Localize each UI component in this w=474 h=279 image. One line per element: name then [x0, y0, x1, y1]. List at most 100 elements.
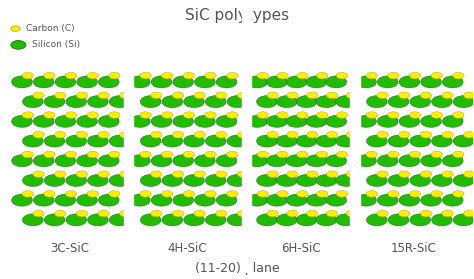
Circle shape — [317, 112, 328, 118]
Circle shape — [326, 76, 346, 88]
Circle shape — [129, 194, 150, 206]
Circle shape — [453, 96, 474, 108]
Circle shape — [76, 131, 88, 138]
Circle shape — [464, 131, 474, 138]
Circle shape — [11, 40, 26, 49]
Circle shape — [173, 210, 184, 217]
Circle shape — [109, 191, 120, 197]
Circle shape — [205, 151, 216, 158]
Circle shape — [12, 155, 32, 167]
Circle shape — [216, 92, 227, 98]
Circle shape — [151, 194, 172, 206]
Circle shape — [399, 115, 420, 127]
Circle shape — [205, 135, 226, 147]
Circle shape — [410, 214, 430, 226]
Circle shape — [119, 131, 131, 138]
Circle shape — [266, 115, 287, 127]
Circle shape — [98, 131, 109, 138]
Circle shape — [256, 96, 277, 108]
Circle shape — [276, 214, 297, 226]
Circle shape — [237, 210, 249, 217]
Circle shape — [140, 96, 161, 108]
Circle shape — [33, 131, 44, 138]
Circle shape — [237, 131, 249, 138]
Circle shape — [277, 191, 288, 197]
Circle shape — [99, 194, 119, 206]
Circle shape — [88, 214, 108, 226]
Circle shape — [421, 115, 441, 127]
Circle shape — [162, 96, 182, 108]
Circle shape — [66, 135, 87, 147]
Circle shape — [420, 171, 431, 177]
Circle shape — [388, 214, 409, 226]
Circle shape — [88, 174, 108, 186]
Circle shape — [44, 214, 65, 226]
Circle shape — [366, 151, 377, 158]
Circle shape — [216, 131, 227, 138]
Circle shape — [327, 92, 337, 98]
Circle shape — [11, 26, 20, 31]
Circle shape — [366, 214, 387, 226]
Circle shape — [205, 191, 216, 197]
Circle shape — [316, 174, 337, 186]
Circle shape — [65, 191, 77, 197]
Circle shape — [453, 72, 464, 79]
Circle shape — [346, 131, 357, 138]
Circle shape — [410, 174, 430, 186]
Circle shape — [356, 115, 376, 127]
Circle shape — [162, 135, 182, 147]
Circle shape — [183, 151, 194, 158]
Circle shape — [442, 92, 453, 98]
Circle shape — [216, 171, 227, 177]
Circle shape — [33, 194, 54, 206]
Circle shape — [296, 96, 317, 108]
Circle shape — [356, 194, 376, 206]
Circle shape — [33, 210, 44, 217]
Circle shape — [119, 171, 131, 177]
Circle shape — [55, 155, 76, 167]
Circle shape — [327, 131, 337, 138]
Circle shape — [297, 72, 308, 79]
Circle shape — [55, 171, 66, 177]
Circle shape — [377, 76, 398, 88]
Circle shape — [277, 151, 288, 158]
Circle shape — [256, 214, 277, 226]
Circle shape — [205, 112, 216, 118]
Circle shape — [431, 214, 452, 226]
Bar — [242, 1, 251, 273]
Circle shape — [173, 92, 184, 98]
Circle shape — [140, 214, 161, 226]
Circle shape — [44, 72, 55, 79]
Circle shape — [173, 131, 184, 138]
Circle shape — [205, 72, 216, 79]
Circle shape — [129, 76, 150, 88]
Circle shape — [66, 214, 87, 226]
Circle shape — [366, 112, 377, 118]
Circle shape — [296, 214, 317, 226]
Circle shape — [453, 191, 464, 197]
Circle shape — [151, 76, 172, 88]
Circle shape — [421, 194, 441, 206]
Circle shape — [151, 155, 172, 167]
Circle shape — [399, 131, 410, 138]
Circle shape — [257, 112, 268, 118]
Circle shape — [317, 191, 328, 197]
Circle shape — [420, 131, 431, 138]
Circle shape — [246, 194, 267, 206]
Circle shape — [306, 155, 327, 167]
Circle shape — [227, 151, 238, 158]
Circle shape — [140, 112, 151, 118]
Circle shape — [44, 96, 65, 108]
Circle shape — [316, 135, 337, 147]
Circle shape — [246, 115, 267, 127]
Circle shape — [66, 174, 87, 186]
Circle shape — [33, 115, 54, 127]
Circle shape — [227, 174, 248, 186]
Circle shape — [109, 96, 130, 108]
Circle shape — [399, 210, 410, 217]
Circle shape — [453, 174, 474, 186]
Circle shape — [297, 191, 308, 197]
Circle shape — [22, 112, 33, 118]
Circle shape — [22, 174, 43, 186]
Circle shape — [442, 194, 463, 206]
